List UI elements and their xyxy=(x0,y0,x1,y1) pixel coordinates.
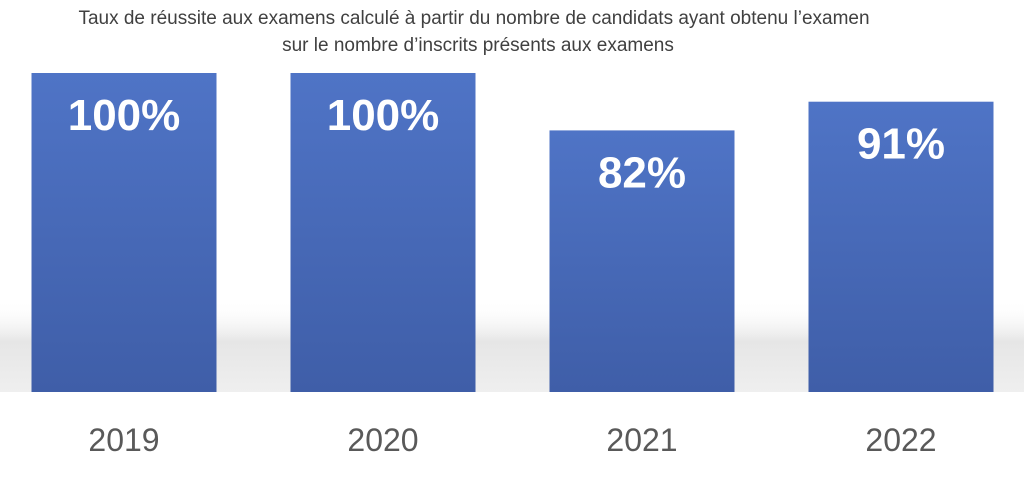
category-labels-layer: 2019 2020 2021 2022 xyxy=(88,422,936,458)
data-label-2019: 100% xyxy=(68,91,181,140)
bar-2019 xyxy=(31,73,217,392)
bar-2020 xyxy=(290,73,476,392)
category-label-2020: 2020 xyxy=(347,422,418,458)
bar-2022 xyxy=(808,101,994,392)
bars-layer xyxy=(31,73,994,392)
data-label-2022: 91% xyxy=(857,120,945,169)
data-label-2020: 100% xyxy=(327,91,440,140)
data-labels-layer: 100% 100% 82% 91% xyxy=(68,91,945,197)
chart-title-line-1: Taux de réussite aux examens calculé à p… xyxy=(78,8,869,29)
chart-title-line-2: sur le nombre d’inscrits présents aux ex… xyxy=(282,35,674,56)
bar-2021 xyxy=(549,130,735,392)
data-label-2021: 82% xyxy=(598,148,686,197)
category-label-2021: 2021 xyxy=(606,422,677,458)
category-label-2019: 2019 xyxy=(88,422,159,458)
category-label-2022: 2022 xyxy=(865,422,936,458)
